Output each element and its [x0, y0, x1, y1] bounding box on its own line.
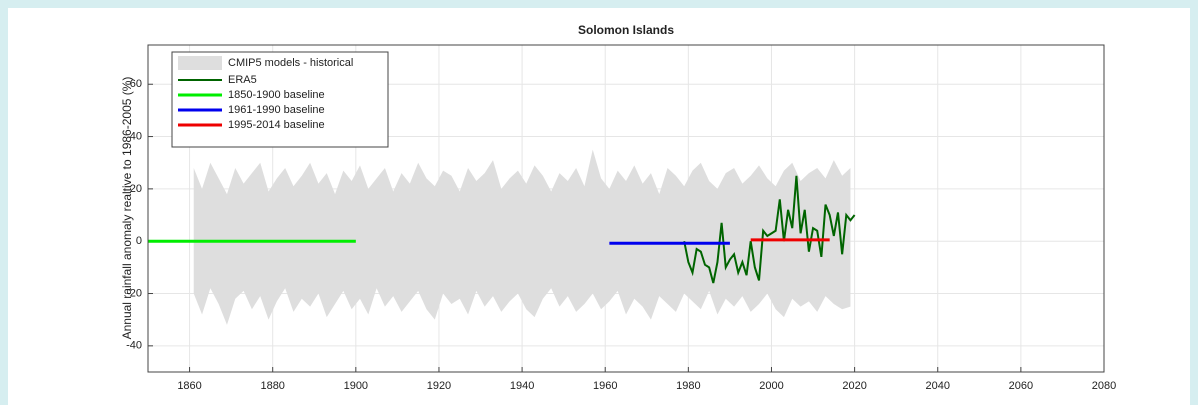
legend-label: 1850-1900 baseline	[228, 89, 325, 101]
x-tick-label: 1900	[344, 380, 368, 392]
y-tick-label: 0	[136, 235, 142, 247]
y-axis-label: Annual rainfall anomaly realtive to 1986…	[120, 77, 134, 340]
x-tick-label: 1980	[676, 380, 700, 392]
series-line	[683, 175, 856, 284]
model-band	[193, 149, 851, 325]
legend-label: CMIP5 models - historical	[228, 57, 353, 69]
legend-label: ERA5	[228, 74, 257, 86]
legend-label: 1961-1990 baseline	[228, 104, 325, 116]
x-tick-label: 2040	[925, 380, 949, 392]
x-tick-label: 1940	[510, 380, 534, 392]
x-tick-label: 2020	[842, 380, 866, 392]
y-tick-label: 20	[130, 183, 142, 195]
axes-box	[147, 44, 1105, 373]
x-tick-label: 1880	[260, 380, 284, 392]
y-tick-label: 40	[130, 130, 142, 142]
legend-swatch	[178, 56, 222, 70]
y-tick-label: -20	[126, 287, 142, 299]
y-tick-label: 60	[130, 78, 142, 90]
x-tick-label: 2080	[1092, 380, 1116, 392]
x-tick-label: 1920	[427, 380, 451, 392]
x-tick-label: 2060	[1009, 380, 1033, 392]
y-tick-label: -40	[126, 340, 142, 352]
x-tick-label: 2000	[759, 380, 783, 392]
chart-title: Solomon Islands	[578, 23, 674, 37]
x-tick-label: 1860	[177, 380, 201, 392]
x-tick-label: 1960	[593, 380, 617, 392]
legend-label: 1995-2014 baseline	[228, 119, 325, 131]
